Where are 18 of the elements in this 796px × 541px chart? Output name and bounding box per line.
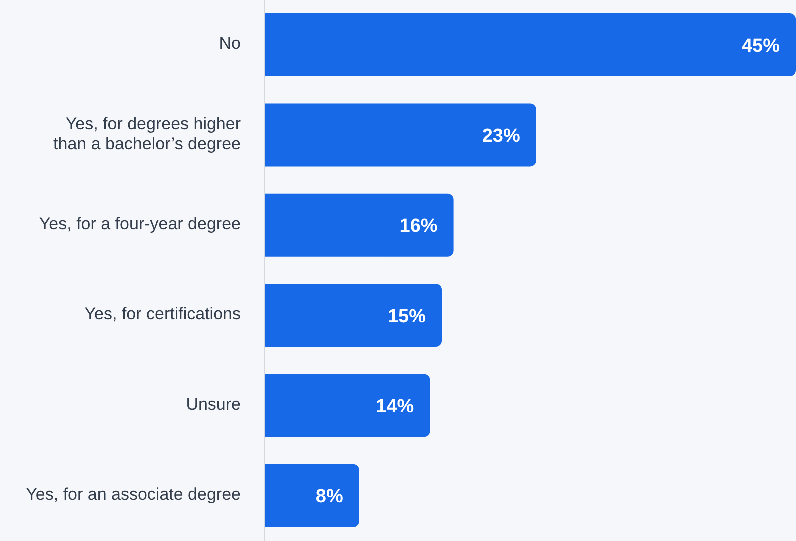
data-label: 45% bbox=[742, 36, 780, 57]
y-tick-label: Yes, for certifications bbox=[84, 305, 241, 324]
data-label: 14% bbox=[376, 396, 414, 418]
y-tick-label: Yes, for an associate degree bbox=[26, 485, 241, 504]
bar bbox=[265, 104, 536, 167]
y-tick-label: No bbox=[219, 34, 241, 54]
data-label: 8% bbox=[316, 486, 344, 508]
bar bbox=[265, 464, 360, 528]
data-label: 23% bbox=[482, 126, 521, 147]
data-label: 16% bbox=[400, 216, 438, 238]
bar bbox=[265, 374, 430, 438]
bar bbox=[265, 284, 442, 348]
y-tick-label: Unsure bbox=[186, 395, 241, 414]
bar bbox=[265, 14, 796, 77]
y-tick-label: Yes, for degrees higher than a bachelor’s degree bbox=[54, 114, 242, 154]
y-tick-label: Yes, for a four-year degree bbox=[39, 214, 241, 234]
data-label: 15% bbox=[388, 306, 426, 328]
bar bbox=[265, 194, 454, 257]
